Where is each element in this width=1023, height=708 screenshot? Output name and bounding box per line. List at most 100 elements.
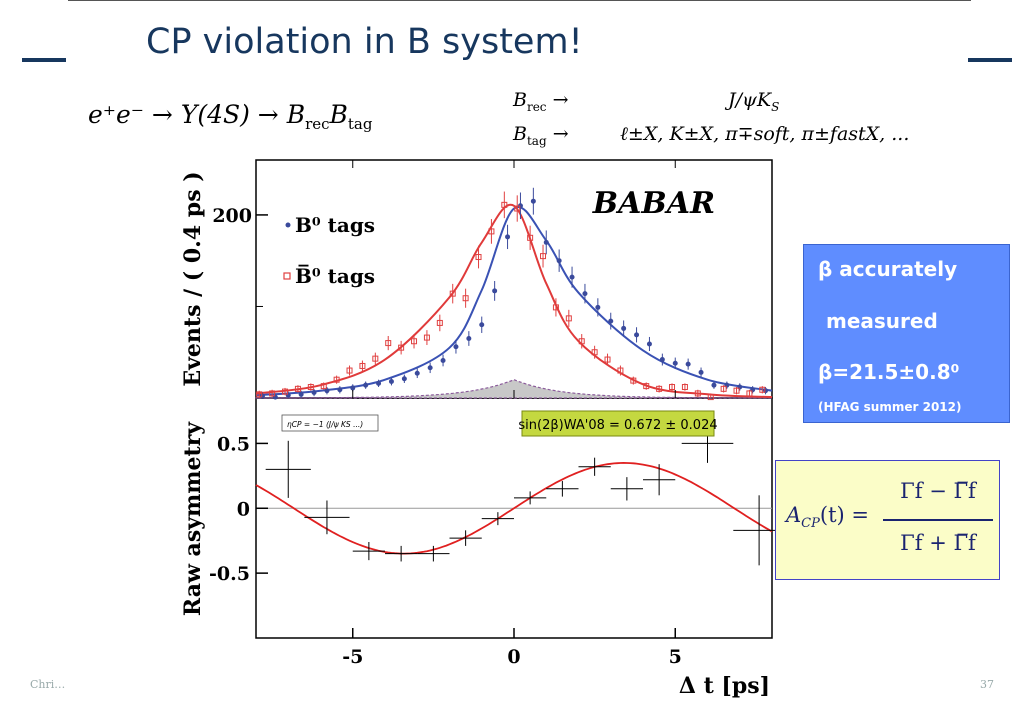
b0bar-data-point (398, 340, 405, 355)
b0bar-data-point (282, 387, 289, 396)
b0-data-point (646, 336, 652, 352)
point-marker (501, 201, 508, 208)
b0bar-data-point (307, 383, 314, 391)
point-marker (517, 203, 523, 209)
point-marker (285, 392, 291, 398)
b0bar-data-point (488, 219, 495, 244)
b0-data-point (582, 283, 588, 304)
point-marker (617, 367, 624, 374)
b0-data-point (737, 383, 743, 391)
point-marker (724, 382, 730, 388)
b0-data-point (414, 368, 420, 379)
background-component (255, 379, 773, 399)
equation-sub-tag: tag (347, 115, 373, 133)
b0-data-point (698, 367, 704, 378)
decay-rec-sub: rec (526, 99, 547, 114)
point-marker (440, 357, 446, 363)
b0-data-point (324, 387, 330, 395)
point-marker (372, 355, 379, 362)
point-marker (346, 367, 353, 374)
b0bar-data-point (746, 389, 753, 398)
point-marker (333, 376, 340, 383)
point-marker (505, 234, 511, 240)
babar-logo: BABAR (592, 186, 715, 221)
acp-lhs-arg: (t) = (819, 503, 869, 527)
y-tick-label-200: 200 (212, 205, 252, 227)
b0-data-point (466, 331, 472, 346)
point-marker (595, 304, 601, 310)
decay-tag-label: B (513, 123, 527, 145)
legend-b0bar-label: B̅⁰ tags (295, 263, 375, 288)
point-marker (376, 380, 382, 386)
point-marker (737, 384, 743, 390)
point-marker (527, 234, 534, 241)
legend-b0-label: B⁰ tags (295, 213, 375, 237)
x-tick-label: 5 (669, 646, 682, 668)
b0-data-point (517, 192, 523, 220)
asymmetry-fit-curve (255, 461, 773, 555)
b0-data-point (621, 320, 627, 337)
b0bar-data-point (565, 309, 572, 327)
point-marker (324, 388, 330, 394)
y-tick-label: 0 (237, 498, 250, 520)
asymmetry-data-point (481, 512, 514, 526)
point-marker (436, 319, 443, 326)
b0bar-data-point (294, 385, 301, 393)
point-marker (543, 239, 549, 245)
point-marker (269, 390, 276, 397)
point-marker (604, 356, 611, 363)
point-marker (427, 365, 433, 371)
b0bar-data-point (411, 334, 418, 349)
b0bar-data-point (501, 191, 508, 219)
acp-lhs-a: A (786, 503, 802, 527)
b0-data-point (763, 387, 769, 395)
slide-title: CP violation in B system! (146, 22, 583, 62)
asymmetry-data-point (610, 477, 643, 501)
point-marker (643, 383, 650, 390)
b0bar-data-point (320, 382, 327, 390)
point-marker (272, 394, 278, 400)
b0-data-point (711, 381, 717, 389)
b0bar-data-point (333, 375, 340, 384)
b0-data-point (556, 249, 562, 272)
point-marker (337, 387, 343, 393)
equation-sub-rec: rec (305, 115, 330, 133)
point-marker (569, 274, 575, 280)
point-marker (298, 391, 304, 397)
b0bar-data-point (669, 383, 676, 391)
point-marker (492, 288, 498, 294)
decay-tag-products: ℓ±X, K±X, π∓soft, π±fastX, ... (620, 123, 910, 145)
equation-lhs: e⁺e⁻ → Υ(4S) → B (88, 100, 306, 129)
y-tick-label: 0.5 (217, 433, 250, 455)
point-marker (307, 384, 314, 391)
point-marker (363, 382, 369, 388)
asymmetry-data-point (578, 457, 611, 476)
b0-data-point (634, 327, 640, 343)
point-marker (711, 382, 717, 388)
b0bar-data-point (423, 330, 430, 346)
decay-rec-arrow: → (552, 89, 569, 111)
acp-formula-box: ACP(t) = Γf − Γ̅f Γf + Γ̅f (775, 460, 1000, 580)
point-marker (488, 228, 495, 235)
decay-rec-label: B (513, 89, 527, 111)
title-dash-right (968, 58, 1012, 62)
point-marker (565, 315, 572, 322)
b0bar-data-point (269, 389, 276, 398)
beta-line-2: measured (826, 309, 938, 333)
b0-data-point (363, 381, 369, 389)
b0-data-point (492, 280, 498, 301)
point-marker (282, 388, 289, 395)
b0-data-point (505, 224, 511, 250)
point-marker (746, 390, 753, 397)
point-marker (320, 383, 327, 390)
point-marker (634, 332, 640, 338)
beta-result-box: β accurately measured β=21.5±0.8⁰ (HFAG … (803, 244, 1010, 423)
point-marker (294, 385, 301, 392)
b0bar-data-point (643, 382, 650, 390)
asymmetry-data-point (546, 481, 579, 497)
point-marker (582, 291, 588, 297)
decay-tag-arrow: → (552, 123, 569, 145)
page-number: 37 (980, 678, 994, 691)
point-marker (630, 377, 637, 384)
point-marker (449, 290, 456, 297)
